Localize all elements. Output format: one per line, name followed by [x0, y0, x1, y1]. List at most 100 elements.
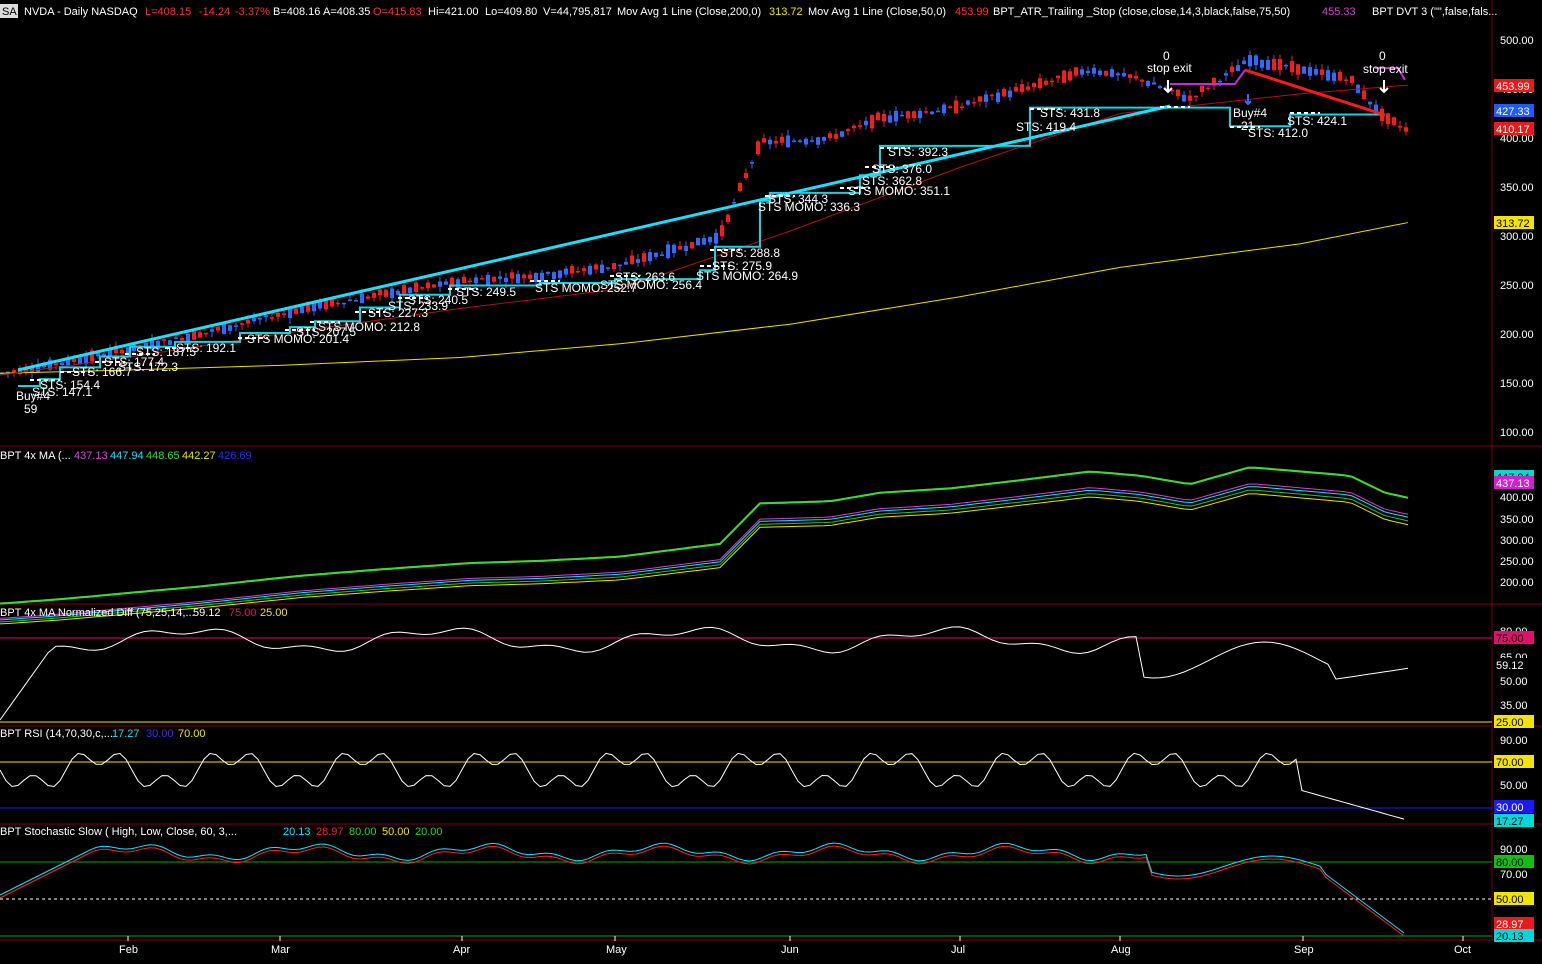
- norm-pane-lower: 25.00: [260, 607, 288, 619]
- candle-body: [210, 329, 214, 332]
- annotation: STS: 431.8: [1040, 106, 1100, 120]
- ma-axis-tick: 200.00: [1500, 577, 1534, 589]
- rsi-tag-bg: [1494, 814, 1534, 827]
- x-axis: Feb Mar Apr May Jun Jul Aug Sep Oct: [119, 936, 1471, 956]
- candle-body: [906, 111, 910, 119]
- candle-body: [1170, 89, 1174, 92]
- candle-body: [180, 337, 184, 341]
- candle-body: [1038, 78, 1042, 89]
- annotation: STS: 207.5: [296, 325, 356, 339]
- candle-body: [78, 357, 82, 365]
- candle-body: [588, 265, 592, 275]
- candle-body: [390, 288, 394, 298]
- annotation: STS: 362.8: [862, 174, 922, 188]
- norm-tags: 75.00 59.12 25.00: [1494, 631, 1534, 729]
- ma-axis-tick: 250.00: [1500, 556, 1534, 568]
- rsi-pane[interactable]: BPT RSI (14,70,30,c,... 17.27 30.00 70.0…: [0, 728, 1534, 828]
- candle-body: [1098, 70, 1102, 76]
- candle-body: [438, 281, 442, 287]
- price-tags: 453.99 427.33 410.17 313.72: [1494, 79, 1534, 230]
- candle-body: [570, 265, 574, 274]
- month-label: Sep: [1294, 944, 1314, 956]
- rsi-pane-value: 17.27: [112, 728, 140, 740]
- price-change: -14.24: [199, 6, 230, 18]
- candle-body: [72, 359, 76, 362]
- candle-body: [606, 267, 610, 269]
- candle-body: [66, 357, 70, 366]
- annotation: Buy#4: [16, 389, 50, 403]
- candle-body: [126, 347, 130, 354]
- candle-body: [762, 138, 766, 143]
- candle-body: [750, 162, 754, 164]
- ticker-badge[interactable]: SA: [2, 6, 17, 18]
- candle-body: [1290, 61, 1294, 73]
- candle-body: [672, 244, 676, 254]
- candle-body: [1224, 73, 1228, 76]
- candle-body: [1338, 71, 1342, 81]
- trendline-down: [1244, 68, 1386, 117]
- candle-body: [858, 125, 862, 127]
- candle-body: [1212, 77, 1216, 86]
- ma-pane-title: BPT 4x MA (...: [0, 450, 71, 462]
- candle-body: [996, 92, 1000, 103]
- ma-pane[interactable]: BPT 4x MA (... 437.13 447.94 448.65 442.27 4…: [0, 450, 1534, 625]
- candle-body: [786, 135, 790, 148]
- candle-body: [354, 300, 358, 302]
- ma-value: 447.94: [110, 450, 144, 462]
- candle-body: [918, 110, 922, 119]
- candle-body: [1314, 69, 1318, 75]
- candle-body: [510, 272, 514, 279]
- rsi-axis-tick: 90.00: [1500, 735, 1528, 747]
- candle-body: [756, 141, 760, 155]
- ticker-badge-bg[interactable]: [0, 4, 18, 18]
- candle-body: [276, 312, 280, 317]
- rsi-pane-lower: 30.00: [146, 728, 174, 740]
- candle-body: [516, 273, 520, 284]
- candle-body: [522, 274, 526, 279]
- norm-axis-tick: 50.00: [1500, 676, 1528, 688]
- candle-body: [546, 271, 550, 274]
- candle-body: [1086, 70, 1090, 74]
- annotation: STS MOMO: 201.4: [247, 332, 349, 346]
- candle-body: [366, 296, 370, 299]
- ma-line: [0, 466, 1409, 605]
- candle-body: [1008, 90, 1012, 98]
- annotation: STS: 249.5: [456, 285, 516, 299]
- annotation: STS MOMO: 252.7: [535, 281, 637, 295]
- candle-body: [1230, 66, 1234, 72]
- candle-body: [1266, 60, 1270, 70]
- atr-stop-value: 455.33: [1322, 6, 1356, 18]
- candle-body: [594, 264, 598, 270]
- candle-body: [732, 201, 736, 204]
- ma-axis-tick: 300.00: [1500, 535, 1534, 547]
- candle-body: [612, 263, 616, 270]
- candle-body: [978, 96, 982, 102]
- ma200-line: [0, 222, 1409, 374]
- price-tag-bg: [1494, 104, 1534, 117]
- price-pane[interactable]: 500.00450.00400.00350.00300.00250.00200.…: [0, 35, 1534, 439]
- chart-header: SA NVDA - Daily NASDAQ L=408.15 -14.24 -…: [0, 4, 1497, 18]
- ma-value: 426.69: [218, 450, 252, 462]
- ma50-label: Mov Avg 1 Line (Close,50,0): [808, 6, 946, 18]
- annotation: STS: 263.6: [615, 270, 675, 284]
- ma-line: [0, 493, 1409, 625]
- annotation: STS: 344.3: [768, 192, 828, 206]
- stoch-value: 20.00: [415, 826, 443, 838]
- candle-body: [252, 317, 256, 322]
- candles: [0, 50, 1408, 379]
- annotation: STS: 192.1: [176, 341, 236, 355]
- price-tag: 313.72: [1496, 218, 1530, 230]
- candle-body: [582, 268, 586, 272]
- price-axis-tick: 250.00: [1500, 280, 1534, 292]
- candle-body: [234, 325, 238, 327]
- stoch-pane-values: 20.13 28.97 80.00 50.00 20.00: [283, 826, 443, 838]
- candle-body: [576, 271, 580, 273]
- stoch-pane[interactable]: BPT Stochastic Slow ( High, Low, Close, …: [0, 826, 1534, 943]
- candle-body: [228, 325, 232, 331]
- norm-diff-line: [0, 626, 1409, 721]
- candle-body: [954, 100, 958, 114]
- norm-axis-tick: 35.00: [1500, 700, 1528, 712]
- norm-diff-pane[interactable]: BPT 4x MA Normalized Diff (75,25,14,... …: [0, 607, 1534, 729]
- candle-body: [402, 285, 406, 294]
